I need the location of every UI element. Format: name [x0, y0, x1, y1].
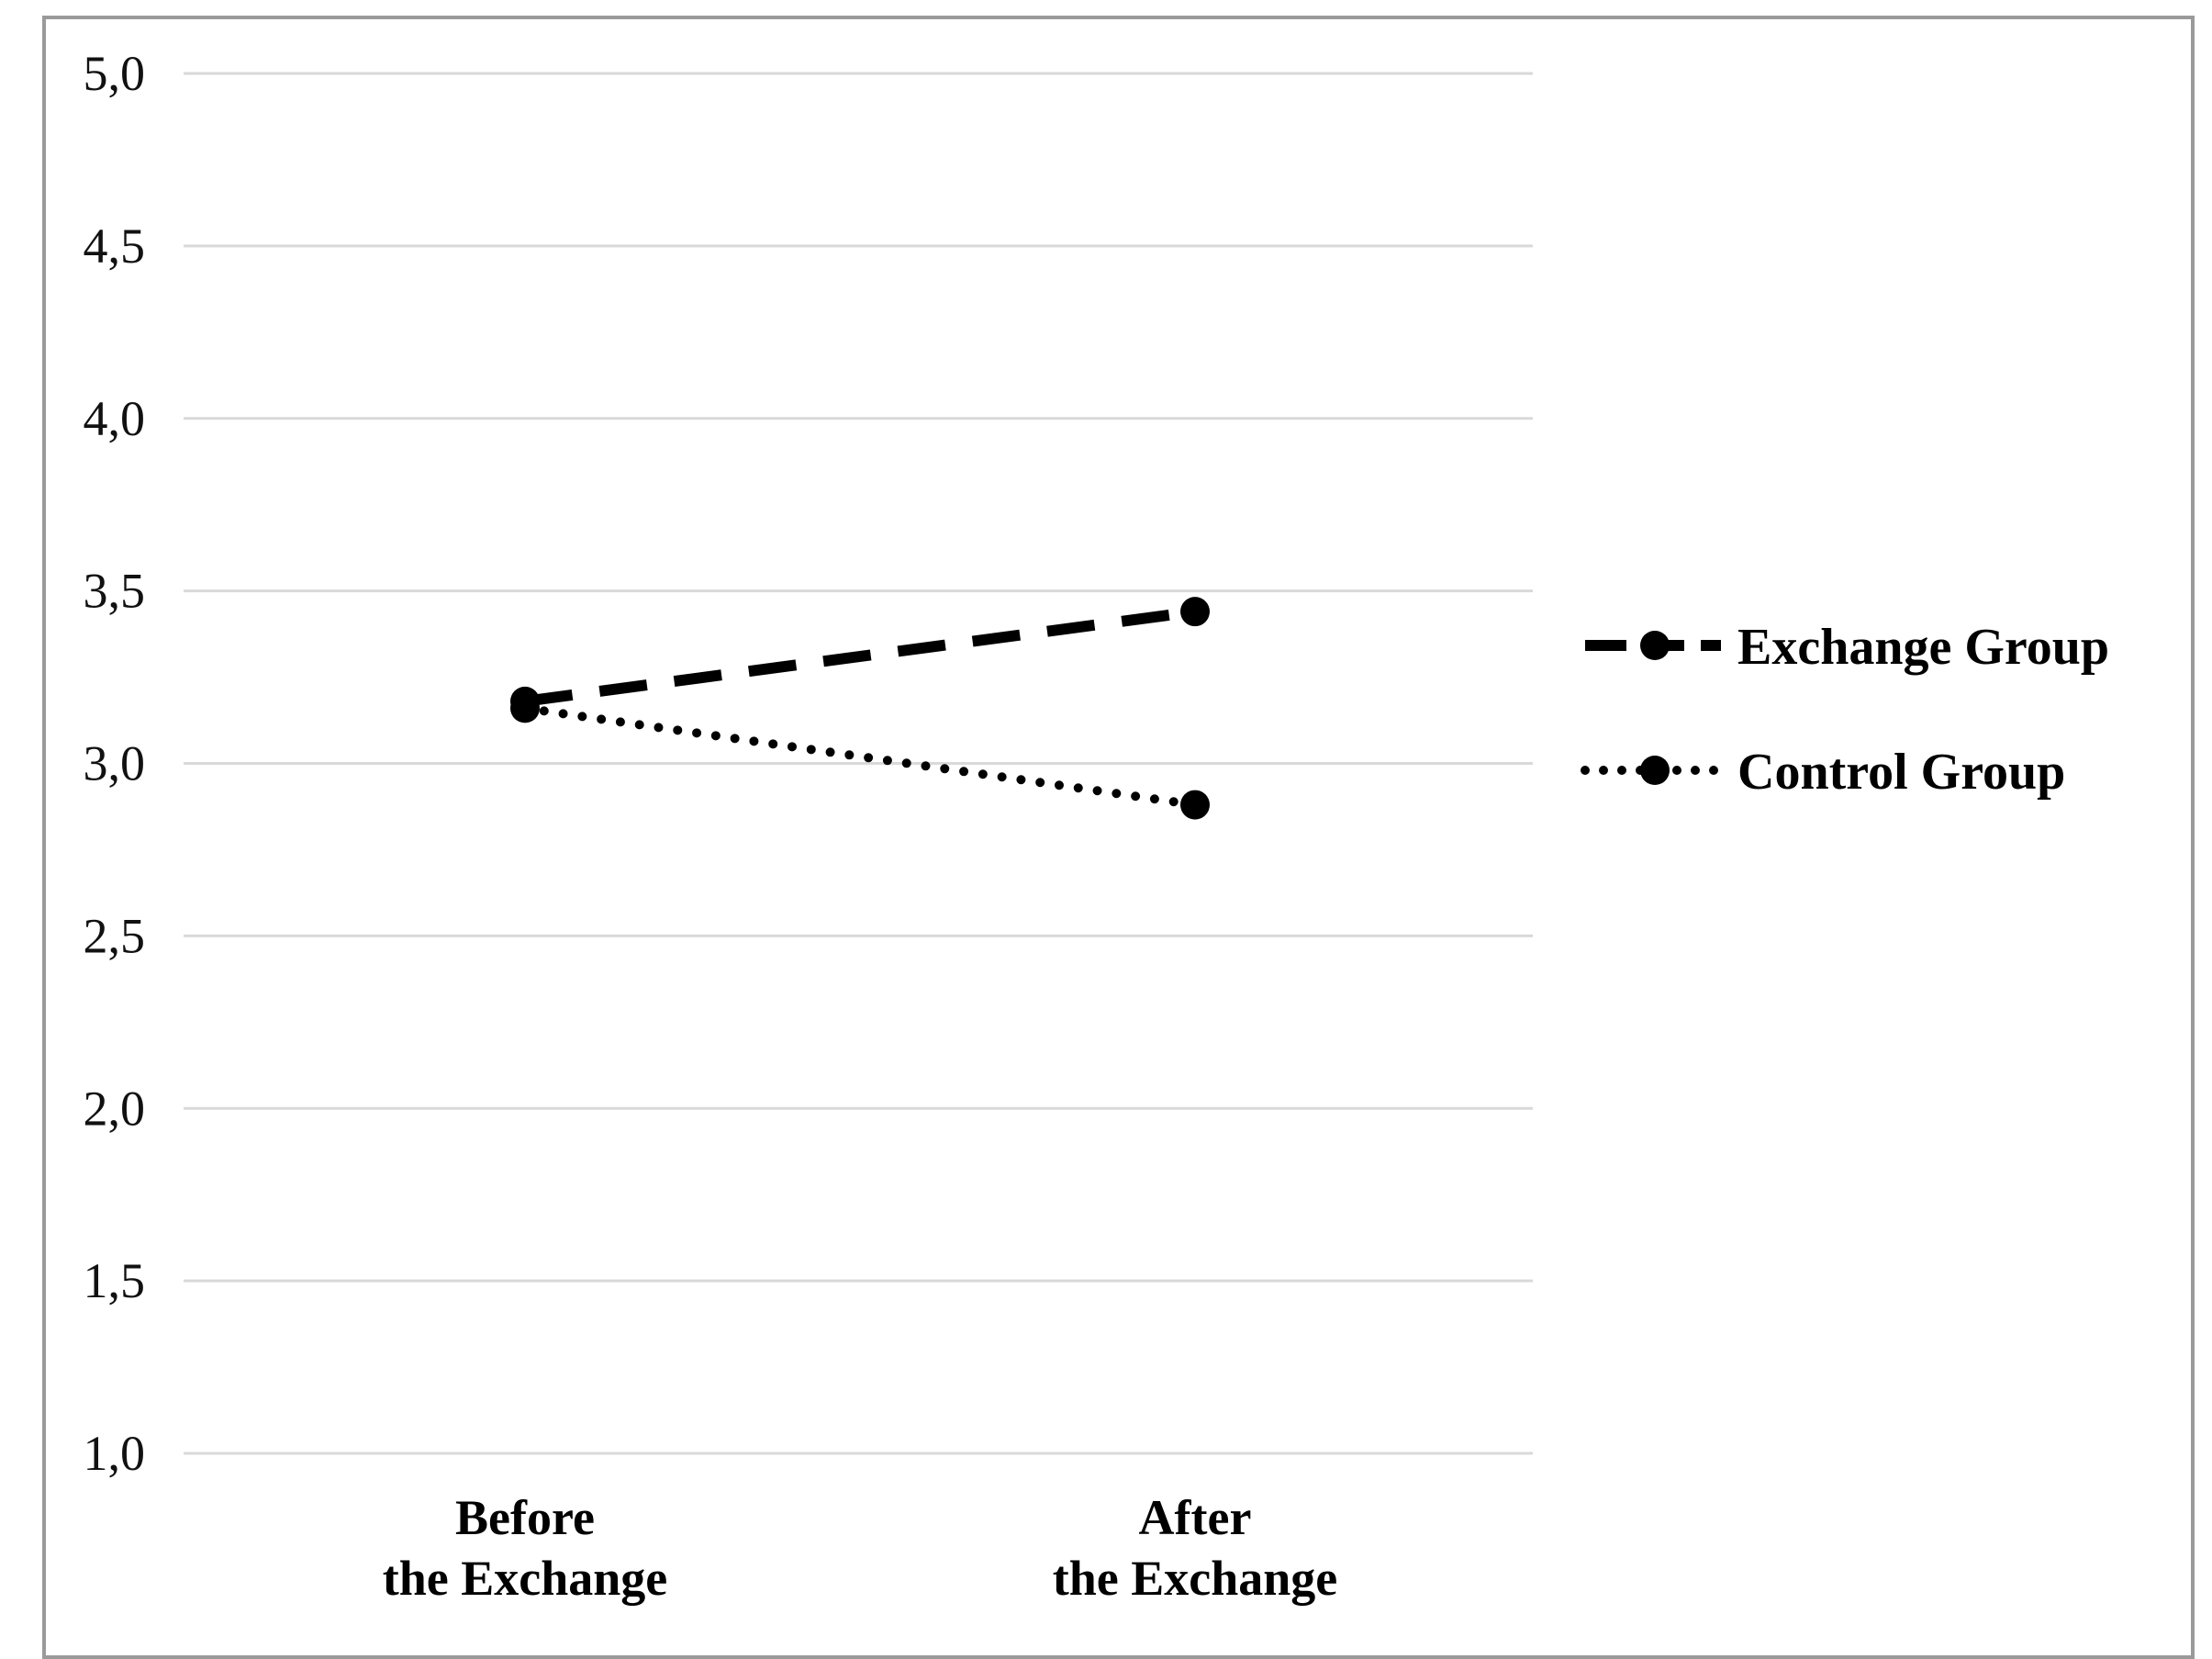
series-line — [520, 703, 1200, 810]
data-point — [1180, 597, 1210, 627]
legend-label: Exchange Group — [1737, 619, 2109, 676]
data-point — [510, 693, 540, 723]
y-tick-label: 2,5 — [84, 908, 146, 963]
legend-marker — [1640, 631, 1670, 660]
x-category-label: Before — [455, 1490, 595, 1545]
series-line — [524, 606, 1196, 707]
legend: Exchange Group Control Group — [1581, 619, 2109, 801]
y-tick-label: 3,5 — [84, 564, 146, 619]
data-point — [1180, 790, 1210, 820]
y-tick-label: 5,0 — [84, 46, 146, 101]
x-category-label: After — [1139, 1490, 1252, 1545]
x-axis-category-labels: Before the Exchange After the Exchange — [383, 1490, 1338, 1606]
legend-marker — [1640, 756, 1670, 785]
legend-label: Control Group — [1737, 744, 2065, 801]
x-category-label: the Exchange — [1053, 1551, 1338, 1606]
chart-frame — [42, 16, 2195, 1659]
y-axis-tick-labels: 1,0 1,5 2,0 2,5 3,0 3,5 4,0 4,5 5,0 — [84, 46, 146, 1481]
x-category-label: the Exchange — [383, 1551, 668, 1606]
series-points — [510, 597, 1210, 820]
y-tick-label: 1,5 — [84, 1253, 146, 1308]
y-tick-label: 4,0 — [84, 391, 146, 446]
gridlines — [184, 72, 1533, 1455]
y-tick-label: 4,5 — [84, 219, 146, 274]
y-tick-label: 1,0 — [84, 1426, 146, 1481]
series-lines — [520, 606, 1200, 810]
y-tick-label: 2,0 — [84, 1081, 146, 1136]
y-tick-label: 3,0 — [84, 736, 146, 791]
